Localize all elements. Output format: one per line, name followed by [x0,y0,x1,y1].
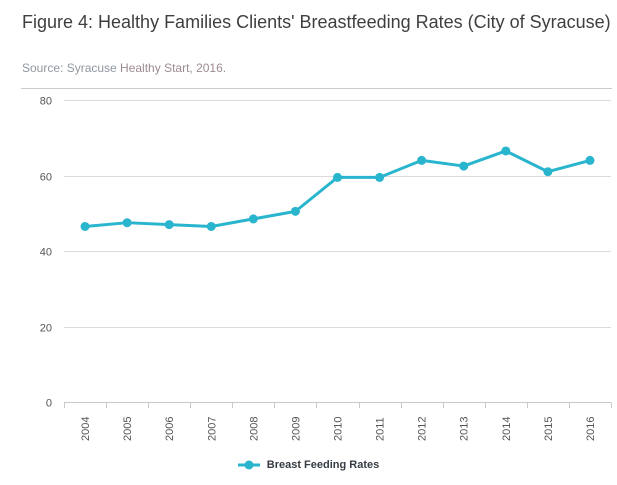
data-point[interactable] [585,155,595,165]
data-point[interactable] [206,221,216,231]
source-accent-text: Healthy Start, 2016. [120,61,227,75]
data-point[interactable] [290,206,300,216]
data-point[interactable] [333,172,342,182]
y-axis-tick-label: 20 [40,323,52,335]
y-axis-tick-label: 40 [40,247,52,259]
x-axis-tick-label: 2004 [80,417,92,441]
x-axis-tick-label: 2015 [543,417,555,441]
legend-item[interactable]: Breast Feeding Rates [0,456,617,474]
data-point[interactable] [375,172,385,182]
data-point[interactable] [164,220,174,230]
source-prefix: Source: Syracuse [22,61,121,75]
y-axis-tick-label: 0 [46,398,52,410]
data-point[interactable] [501,146,511,156]
y-axis-tick-label: 60 [40,172,52,184]
x-axis-tick-label: 2011 [375,417,387,441]
x-axis-tick-label: 2006 [164,417,176,441]
data-point[interactable] [459,161,469,171]
data-point[interactable] [543,167,553,177]
x-axis-tick-label: 2007 [206,417,218,441]
x-axis-tick-label: 2012 [417,417,429,441]
series-line [83,149,592,228]
x-axis-tick-label: 2010 [333,417,345,441]
data-point[interactable] [122,218,132,228]
legend-label: Breast Feeding Rates [266,459,380,471]
x-axis-tick-label: 2013 [459,417,471,441]
x-axis-tick-label: 2009 [290,417,302,441]
x-axis-tick-label: 2008 [248,417,260,441]
x-axis-tick-label: 2016 [585,417,597,441]
x-axis-tick-label: 2014 [501,417,513,441]
data-point[interactable] [80,221,90,231]
chart-source: Source: Syracuse Healthy Start, 2016. [22,61,226,76]
chart-title: Figure 4: Healthy Families Clients' Brea… [22,12,611,32]
y-axis-tick-label: 80 [40,96,52,108]
data-point[interactable] [248,214,258,224]
data-point[interactable] [417,155,427,165]
legend-marker-icon [237,460,260,470]
x-axis-tick-label: 2005 [122,417,134,441]
